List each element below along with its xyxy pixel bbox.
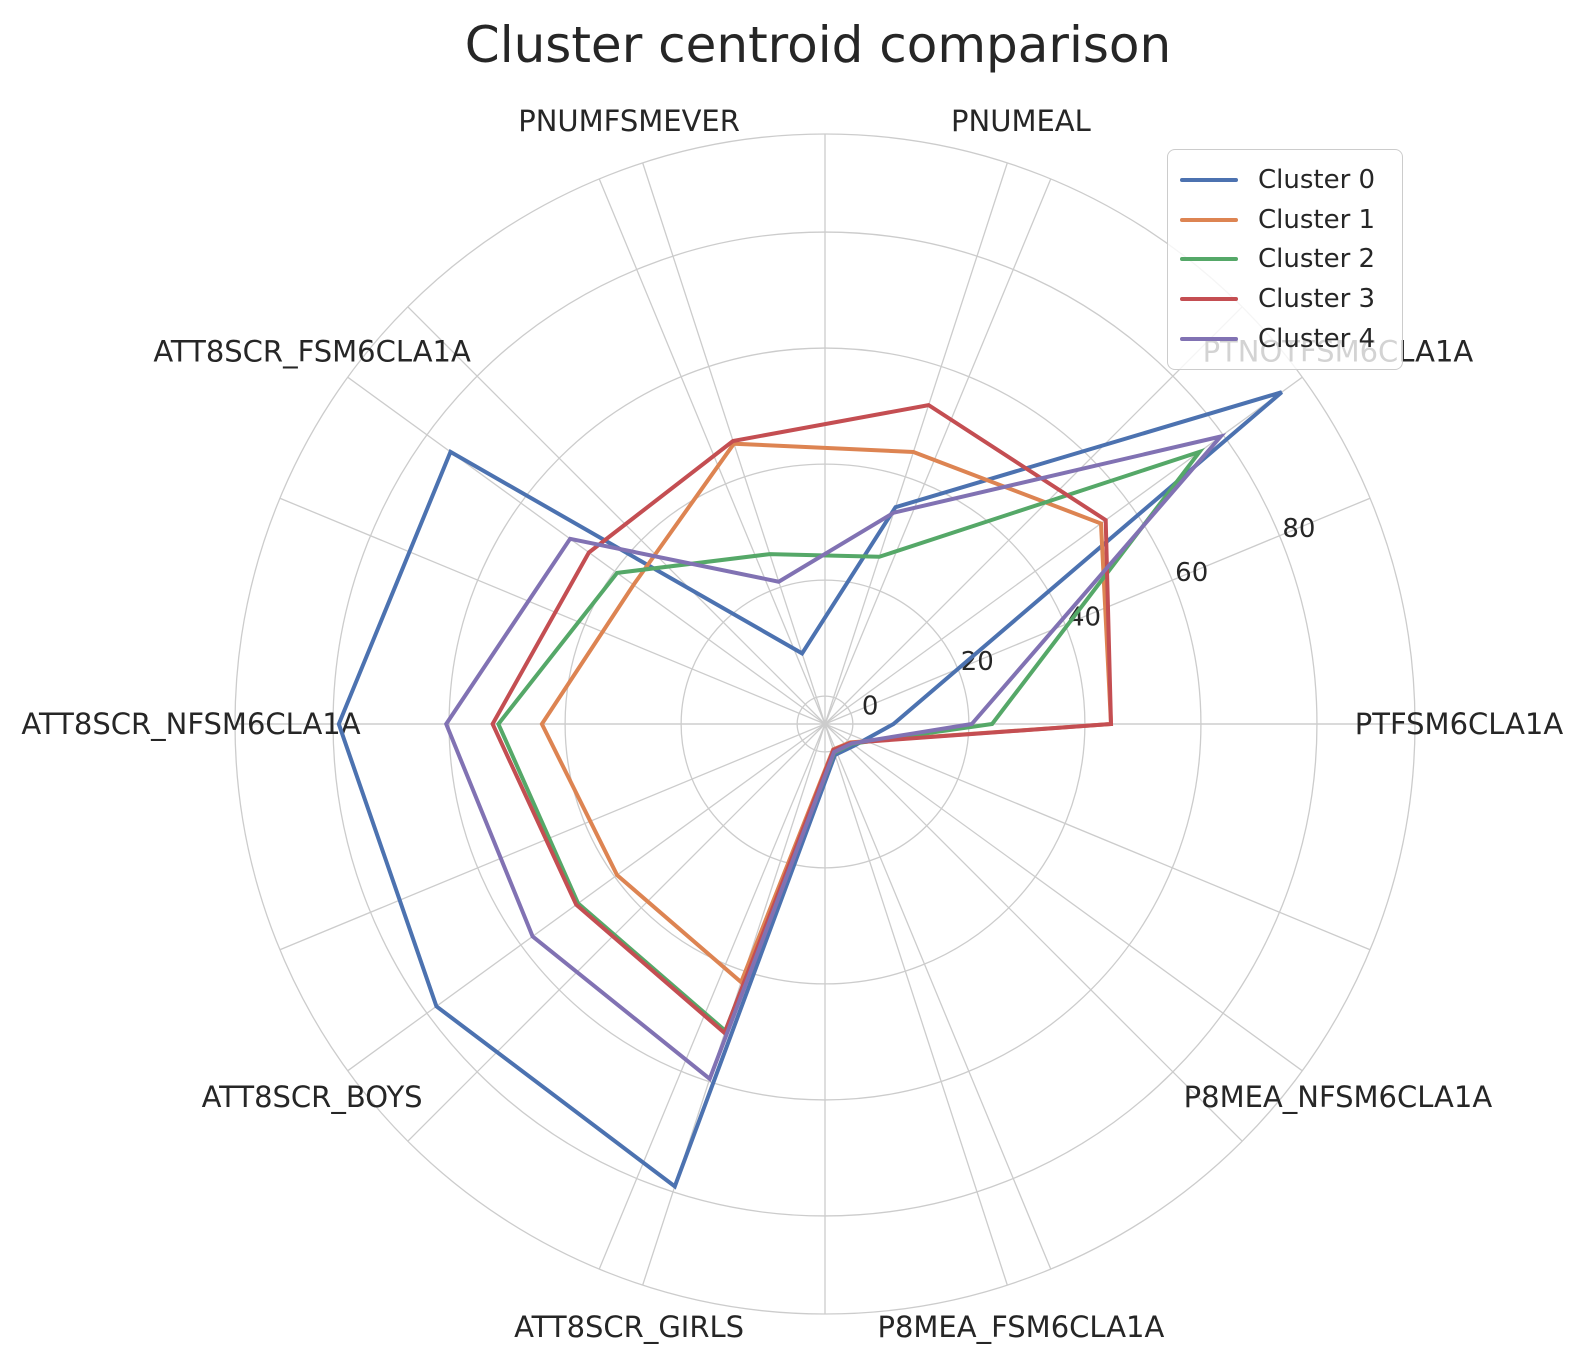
category-label-ptfsm6cla1a: PTFSM6CLA1A <box>1355 707 1564 741</box>
radial-tick-label: 60 <box>1175 558 1208 588</box>
series-line-cluster-3 <box>490 402 1114 1037</box>
series-lines <box>336 390 1283 1190</box>
category-label-pnumeal: PNUMEAL <box>951 104 1091 138</box>
legend-label: Cluster 4 <box>1258 324 1376 355</box>
theta-gridline <box>279 723 826 951</box>
category-label-p8mea_nfsm6cla1a: P8MEA_NFSM6CLA1A <box>1184 1080 1493 1114</box>
legend-swatch-line <box>1180 177 1238 182</box>
chart-title: Cluster centroid comparison <box>465 16 1171 74</box>
theta-gridline <box>279 497 826 725</box>
legend-label: Cluster 1 <box>1258 204 1376 235</box>
legend-label: Cluster 3 <box>1258 284 1376 315</box>
legend-swatch-line <box>1180 297 1238 302</box>
category-label-pnumfsmever: PNUMFSMEVER <box>518 104 740 138</box>
category-label-att8scr_fsm6cla1a: ATT8SCR_FSM6CLA1A <box>153 334 471 368</box>
category-spoke <box>824 162 1008 725</box>
legend-label: Cluster 2 <box>1258 244 1376 275</box>
radial-tick-label: 0 <box>862 691 879 721</box>
outer-boundary <box>234 133 1416 1315</box>
series-line-cluster-0 <box>336 390 1283 1190</box>
legend-item-cluster-1: Cluster 1 <box>1180 207 1402 233</box>
legend-swatch-line <box>1180 257 1238 262</box>
category-label-att8scr_boys: ATT8SCR_BOYS <box>202 1080 423 1114</box>
legend-box: Cluster 0 Cluster 1 Cluster 2 Cluster 3 Clus… <box>1167 149 1403 370</box>
category-label-p8mea_fsm6cla1a: P8MEA_FSM6CLA1A <box>877 1310 1164 1344</box>
radial-gridline <box>448 347 1202 1101</box>
radial-gridline <box>332 231 1318 1217</box>
legend-swatch-line <box>1180 217 1238 222</box>
legend-label: Cluster 0 <box>1258 164 1376 195</box>
legend-swatch-line <box>1180 337 1238 342</box>
category-label-att8scr_girls: ATT8SCR_GIRLS <box>514 1310 744 1344</box>
radial-tick-label: 80 <box>1282 514 1315 544</box>
theta-gridline <box>824 723 1371 951</box>
legend-item-cluster-3: Cluster 3 <box>1180 286 1402 312</box>
legend-item-cluster-4: Cluster 4 <box>1180 326 1402 352</box>
radial-gridline <box>796 695 854 753</box>
category-spoke <box>824 723 1008 1286</box>
legend-item-cluster-2: Cluster 2 <box>1180 246 1402 272</box>
polar-grid <box>234 133 1416 1315</box>
theta-gridline <box>407 306 826 725</box>
series-line-cluster-4 <box>443 433 1227 1083</box>
category-label-att8scr_nfsm6cla1a: ATT8SCR_NFSM6CLA1A <box>21 707 360 741</box>
theta-gridline <box>824 723 1243 1142</box>
legend-item-cluster-0: Cluster 0 <box>1180 167 1402 193</box>
